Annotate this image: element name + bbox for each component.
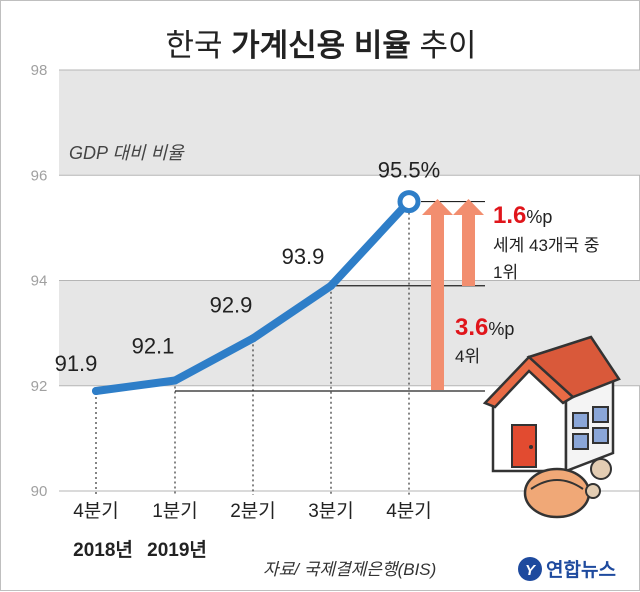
chart-title-regular-left: 한국 bbox=[165, 28, 231, 63]
y-axis-tick-labels: 98 96 94 92 90 bbox=[31, 62, 48, 500]
arrow-head-long bbox=[422, 199, 453, 215]
y-tick-94: 94 bbox=[31, 273, 48, 290]
source-credit: 자료/ 국제결제은행(BIS) bbox=[263, 560, 436, 579]
brand-name: 연합뉴스 bbox=[546, 559, 616, 581]
change-2-unit: %p bbox=[488, 319, 514, 339]
yoy-change-value: 1.6 bbox=[493, 202, 526, 229]
change-arrows bbox=[422, 199, 484, 390]
change-2-annotation: 3.6%p bbox=[455, 314, 514, 341]
category-drop-lines bbox=[95, 200, 485, 495]
data-point-0 bbox=[92, 387, 100, 396]
brand-logo-icon bbox=[518, 557, 542, 581]
y-tick-96: 96 bbox=[31, 167, 48, 184]
yoy-change-annotation: 1.6%p bbox=[493, 202, 552, 229]
data-label-0: 91.9 bbox=[55, 351, 98, 376]
brand-logo-letter: Y bbox=[525, 562, 537, 579]
door-knob bbox=[529, 445, 533, 449]
yoy-change-unit: %p bbox=[526, 207, 552, 227]
background-bands bbox=[59, 70, 640, 386]
band-96-98 bbox=[59, 70, 640, 176]
category-label-3: 3분기 bbox=[308, 500, 354, 522]
data-points bbox=[92, 190, 421, 396]
data-labels: 91.9 92.1 92.9 93.9 95.5% bbox=[55, 158, 441, 376]
data-label-3: 93.9 bbox=[282, 244, 325, 269]
rank-2-text: 4위 bbox=[455, 347, 480, 366]
x-axis-category-labels: 4분기 1분기 2분기 3분기 4분기 bbox=[73, 500, 432, 522]
window-1 bbox=[572, 412, 589, 429]
coin-purse-clasp bbox=[530, 479, 584, 490]
y-tick-98: 98 bbox=[31, 62, 48, 79]
coin-1 bbox=[590, 458, 612, 480]
y-tick-92: 92 bbox=[31, 378, 48, 395]
window-4 bbox=[592, 427, 609, 444]
category-label-2: 2분기 bbox=[230, 500, 276, 522]
coin-purse bbox=[523, 467, 591, 519]
window-3 bbox=[572, 433, 589, 450]
chart-title-bold: 가계신용 비율 bbox=[231, 28, 411, 63]
chart-title-regular-right: 추이 bbox=[411, 28, 477, 63]
house-windows bbox=[572, 406, 609, 450]
year-label-2018: 2018년 bbox=[73, 539, 133, 561]
arrow-shaft-short bbox=[462, 213, 475, 286]
data-label-2: 92.9 bbox=[210, 292, 253, 317]
house-side-roof bbox=[526, 335, 621, 399]
data-point-1 bbox=[171, 376, 179, 385]
rank-world-text: 세계 43개국 중 bbox=[493, 236, 600, 255]
window-2 bbox=[592, 406, 609, 423]
year-label-2019: 2019년 bbox=[147, 539, 207, 561]
data-label-4: 95.5% bbox=[378, 158, 440, 183]
coin-2 bbox=[585, 483, 601, 499]
house-illustration bbox=[482, 335, 621, 519]
data-label-1: 92.1 bbox=[132, 333, 175, 358]
brand-logo: Y 연합뉴스 bbox=[518, 557, 616, 581]
y-tick-90: 90 bbox=[31, 483, 48, 500]
arrow-head-short bbox=[453, 199, 484, 215]
data-point-4 bbox=[397, 190, 421, 214]
category-label-1: 1분기 bbox=[152, 500, 198, 522]
change-2-value: 3.6 bbox=[455, 314, 488, 341]
category-label-4: 4분기 bbox=[386, 500, 432, 522]
rank-1-text: 1위 bbox=[493, 263, 518, 282]
category-label-0: 4분기 bbox=[73, 500, 119, 522]
data-point-2 bbox=[249, 334, 257, 343]
unit-label: GDP 대비 비율 bbox=[69, 143, 185, 163]
chart-title: 한국 가계신용 비율 추이 bbox=[165, 28, 476, 63]
data-point-3 bbox=[327, 281, 335, 290]
arrow-shaft-long bbox=[431, 213, 444, 390]
